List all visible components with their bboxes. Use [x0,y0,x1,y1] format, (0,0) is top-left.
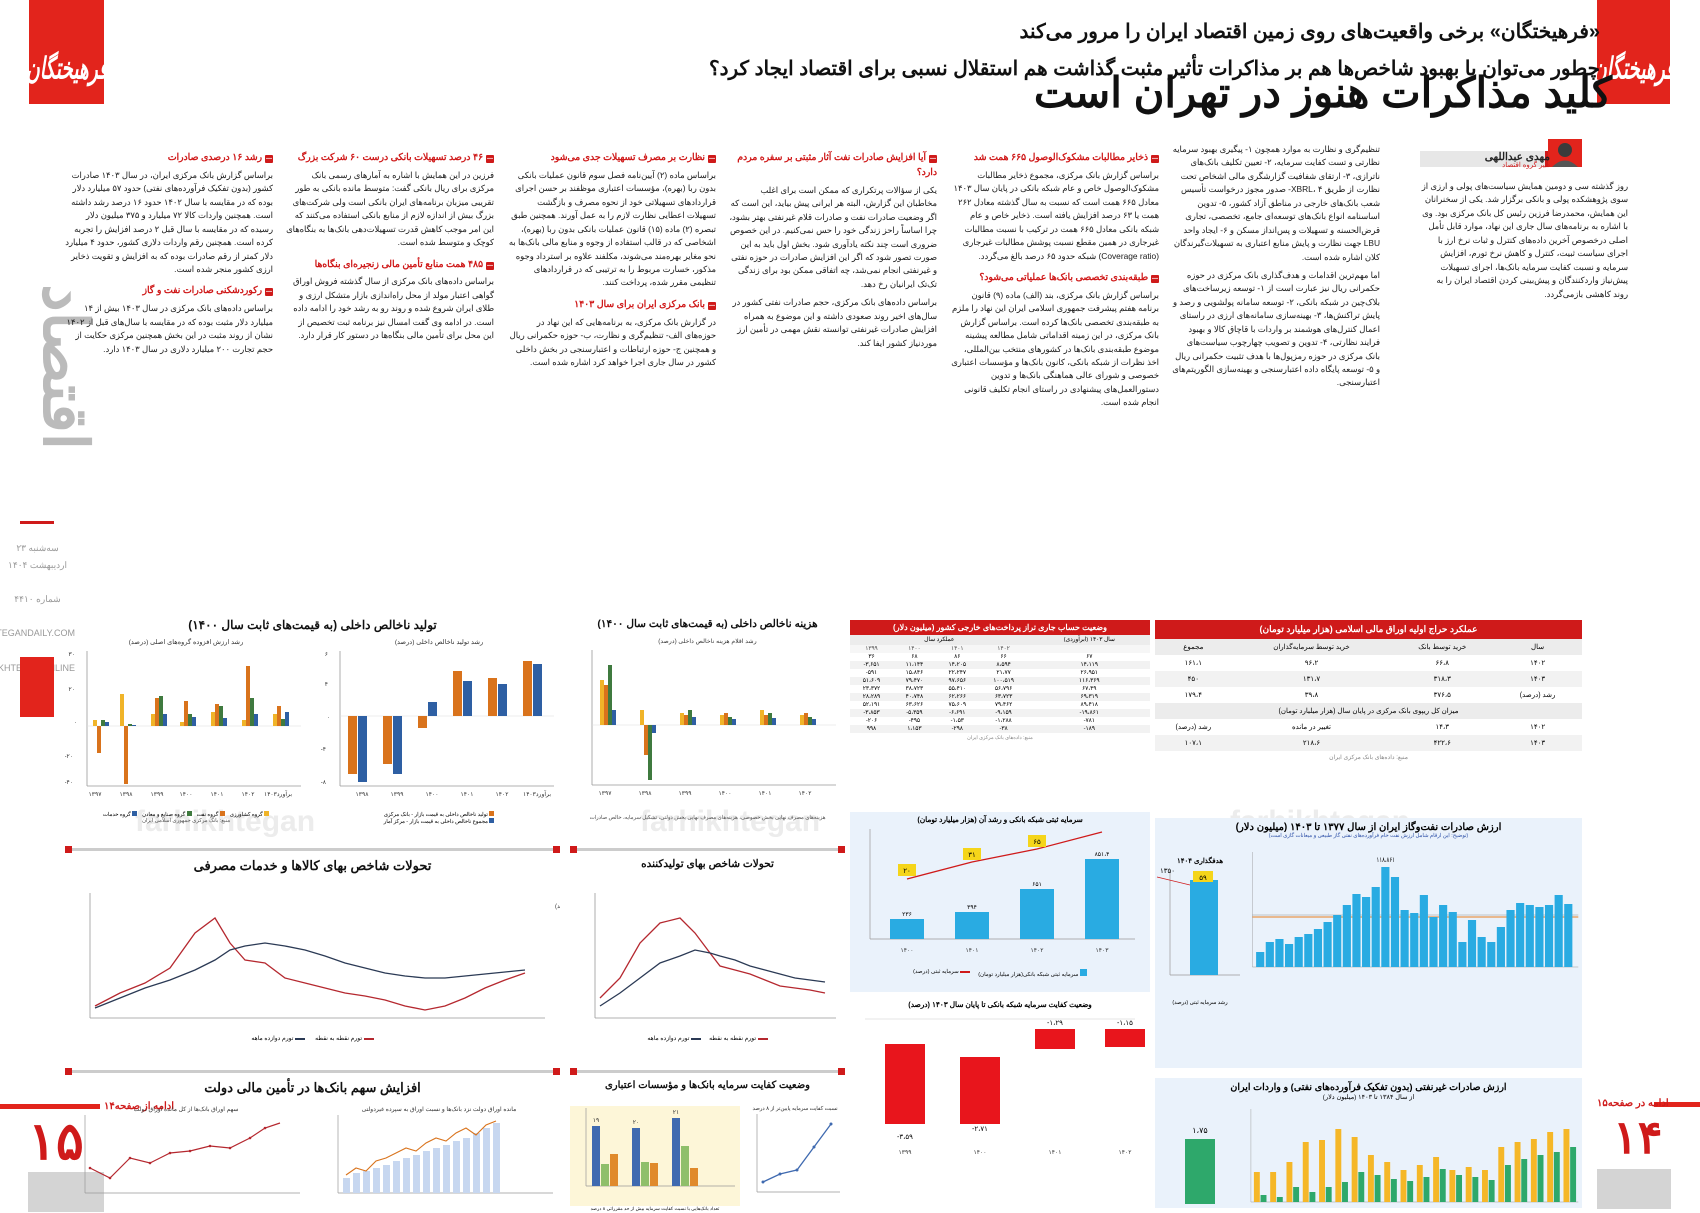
svg-text:۱۴۰۱: ۱۴۰۱ [966,948,979,954]
svg-text:۳،۵۹-: ۳،۵۹- [897,1134,913,1141]
svg-text:۱۳۹۸: ۱۳۹۸ [356,792,370,798]
svg-text:۱۳۹۹: ۱۳۹۹ [899,1150,912,1156]
svg-text:۱۳۹۹: ۱۳۹۹ [391,792,404,798]
svg-text:۲۰: ۲۰ [903,868,911,875]
svg-text:۱۴۰۰: ۱۴۰۰ [180,792,193,798]
svg-text:۴-: ۴- [321,747,326,753]
svg-text:۱۴۰۲: ۱۴۰۲ [242,792,255,798]
svg-text:۱۳۹۸: ۱۳۹۸ [639,791,653,797]
svg-text:۴۰-: ۴۰- [65,780,73,786]
svg-text:۱،۲۹-: ۱،۲۹- [1047,1020,1063,1027]
svg-text:۳۰: ۳۰ [69,652,75,658]
svg-text:۱۴۰۰: ۱۴۰۰ [901,948,914,954]
svg-text:۵۹: ۵۹ [1199,875,1207,882]
svg-text:۰: ۰ [327,715,330,721]
svg-text:۱،۱۵-: ۱،۱۵- [1117,1020,1133,1027]
svg-text:۱۳۹۹: ۱۳۹۹ [151,792,164,798]
svg-text:برآورد۱۴۰۳: برآورد۱۴۰۳ [523,790,551,798]
svg-text:۲،۷۱-: ۲،۷۱- [972,1126,988,1133]
svg-text:۸-: ۸- [321,780,327,786]
svg-text:۲۰-: ۲۰- [65,754,73,760]
svg-text:۶۵: ۶۵ [1033,839,1041,846]
svg-text:۱۴۰۱: ۱۴۰۱ [1049,1150,1062,1156]
svg-text:(درصد): (درصد) [555,904,560,910]
svg-text:۶: ۶ [325,652,328,658]
svg-text:۳۹۴: ۳۹۴ [967,905,977,911]
svg-text:۱۳۵۰: ۱۳۵۰ [1160,868,1175,875]
svg-text:۳۱: ۳۱ [968,852,976,859]
svg-text:۸۵۱،۴: ۸۵۱،۴ [1095,852,1110,858]
svg-text:۶۵۱: ۶۵۱ [1032,882,1042,888]
svg-text:۱۱۸،۸۶۱: ۱۱۸،۸۶۱ [1377,856,1395,864]
svg-text:۱۳۹۷: ۱۳۹۷ [89,792,103,798]
svg-text:۲۳۶: ۲۳۶ [902,912,912,918]
svg-text:۲۰: ۲۰ [633,1120,639,1126]
svg-text:۱۴۰۰: ۱۴۰۰ [719,791,732,797]
svg-text:۱۴۰۲: ۱۴۰۲ [799,791,812,797]
svg-text:۴: ۴ [325,682,328,688]
svg-text:۱،۷۵: ۱،۷۵ [1192,1126,1207,1135]
svg-text:۱۴۰۰: ۱۴۰۰ [426,792,439,798]
svg-text:۰: ۰ [74,720,77,726]
svg-text:۱۴۰۳: ۱۴۰۳ [1096,948,1110,954]
svg-text:۱۴۰۱: ۱۴۰۱ [211,792,224,798]
svg-text:۱۳۹۸: ۱۳۹۸ [120,792,134,798]
svg-text:۱۴۰۲: ۱۴۰۲ [496,792,509,798]
svg-text:۱۴۰۲: ۱۴۰۲ [1031,948,1044,954]
svg-text:۱۹: ۱۹ [593,1118,599,1124]
svg-text:۱۴۰۱: ۱۴۰۱ [759,791,772,797]
svg-text:۱۳۹۷: ۱۳۹۷ [599,791,613,797]
svg-text:۲۰: ۲۰ [69,687,75,693]
svg-text:برآورد۱۴۰۳: برآورد۱۴۰۳ [264,790,292,798]
svg-text:۱۴۰۱: ۱۴۰۱ [461,792,474,798]
svg-text:۱۴۰۰: ۱۴۰۰ [974,1150,987,1156]
svg-text:۲۱: ۲۱ [673,1110,679,1116]
svg-text:۱۴۰۲: ۱۴۰۲ [1119,1150,1132,1156]
svg-text:۱۳۹۹: ۱۳۹۹ [679,791,692,797]
